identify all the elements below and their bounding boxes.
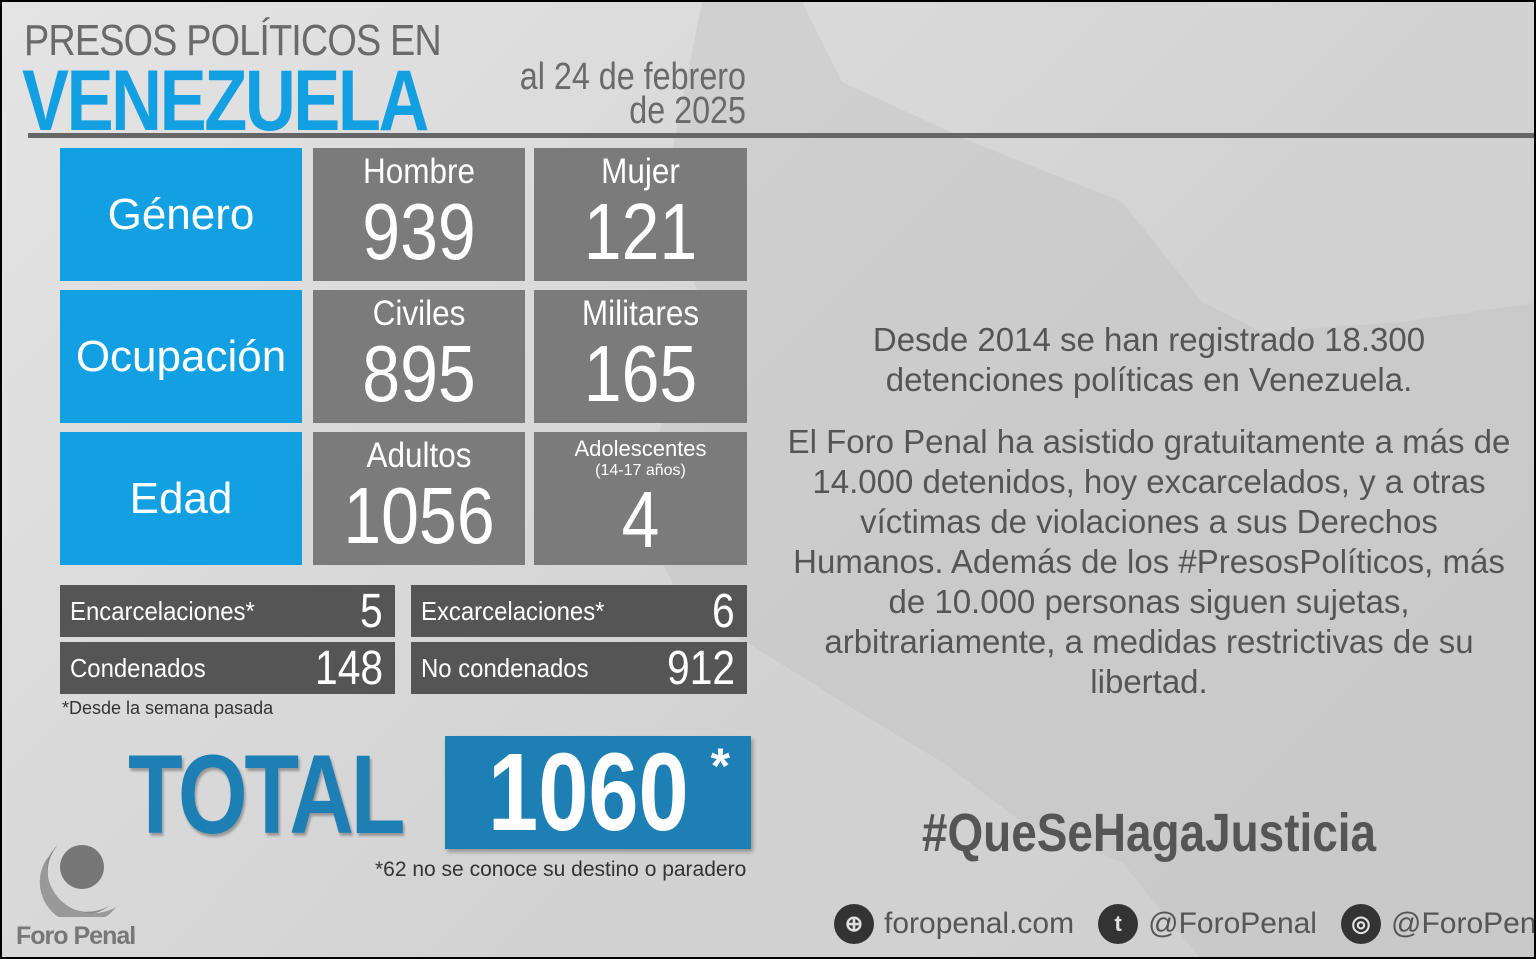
total-label: TOTAL [128,732,406,857]
stat-adolescents: Adolescentes (14-17 años) 4 [534,432,747,565]
date: al 24 de febrero de 2025 [519,56,746,132]
instagram-icon: ◎ [1340,904,1381,944]
bar-incarcerations: Encarcelaciones* 5 [60,585,395,638]
total-value-box: 1060 * [445,736,751,849]
stat-men: Hombre 939 [313,148,525,281]
twitter-icon: t [1098,904,1139,944]
title-line1: PRESOS POLÍTICOS EN [24,16,442,65]
bars-footnote: *Desde la semana pasada [62,698,274,718]
category-occupation: Ocupación [60,290,302,423]
twitter-link[interactable]: @ForoPenal [1148,907,1317,940]
website-link[interactable]: foropenal.com [884,907,1075,940]
description-p1: Desde 2014 se han registrado 18.300 dete… [872,321,1426,398]
social-links: ⊕ foropenal.com t @ForoPenal ◎ @ForoPena… [834,904,1534,944]
stat-military: Militares 165 [534,290,747,423]
category-age: Edad [60,432,302,565]
stat-civilians: Civiles 895 [313,290,525,423]
bar-convicted: Condenados 148 [60,642,395,695]
category-gender: Género [60,148,302,281]
globe-icon: ⊕ [834,904,874,944]
hashtag: #QueSeHagaJusticia [921,803,1377,863]
stat-adults: Adultos 1056 [313,432,525,565]
venezuela-map-background [642,2,1534,957]
foro-penal-logo-icon [39,845,116,917]
description-p2: El Foro Penal ha asistido gratuitamente … [787,423,1511,700]
instagram-link[interactable]: @ForoPenal [1390,907,1534,940]
bar-releases: Excarcelaciones* 6 [411,585,747,638]
description: Desde 2014 se han registrado 18.300 dete… [782,320,1516,724]
stat-women: Mujer 121 [534,148,747,281]
divider [28,133,1534,138]
logo-text: Foro Penal [16,922,136,950]
total-footnote: *62 no se conoce su destino o paradero [375,858,747,881]
bar-not-convicted: No condenados 912 [411,642,747,695]
